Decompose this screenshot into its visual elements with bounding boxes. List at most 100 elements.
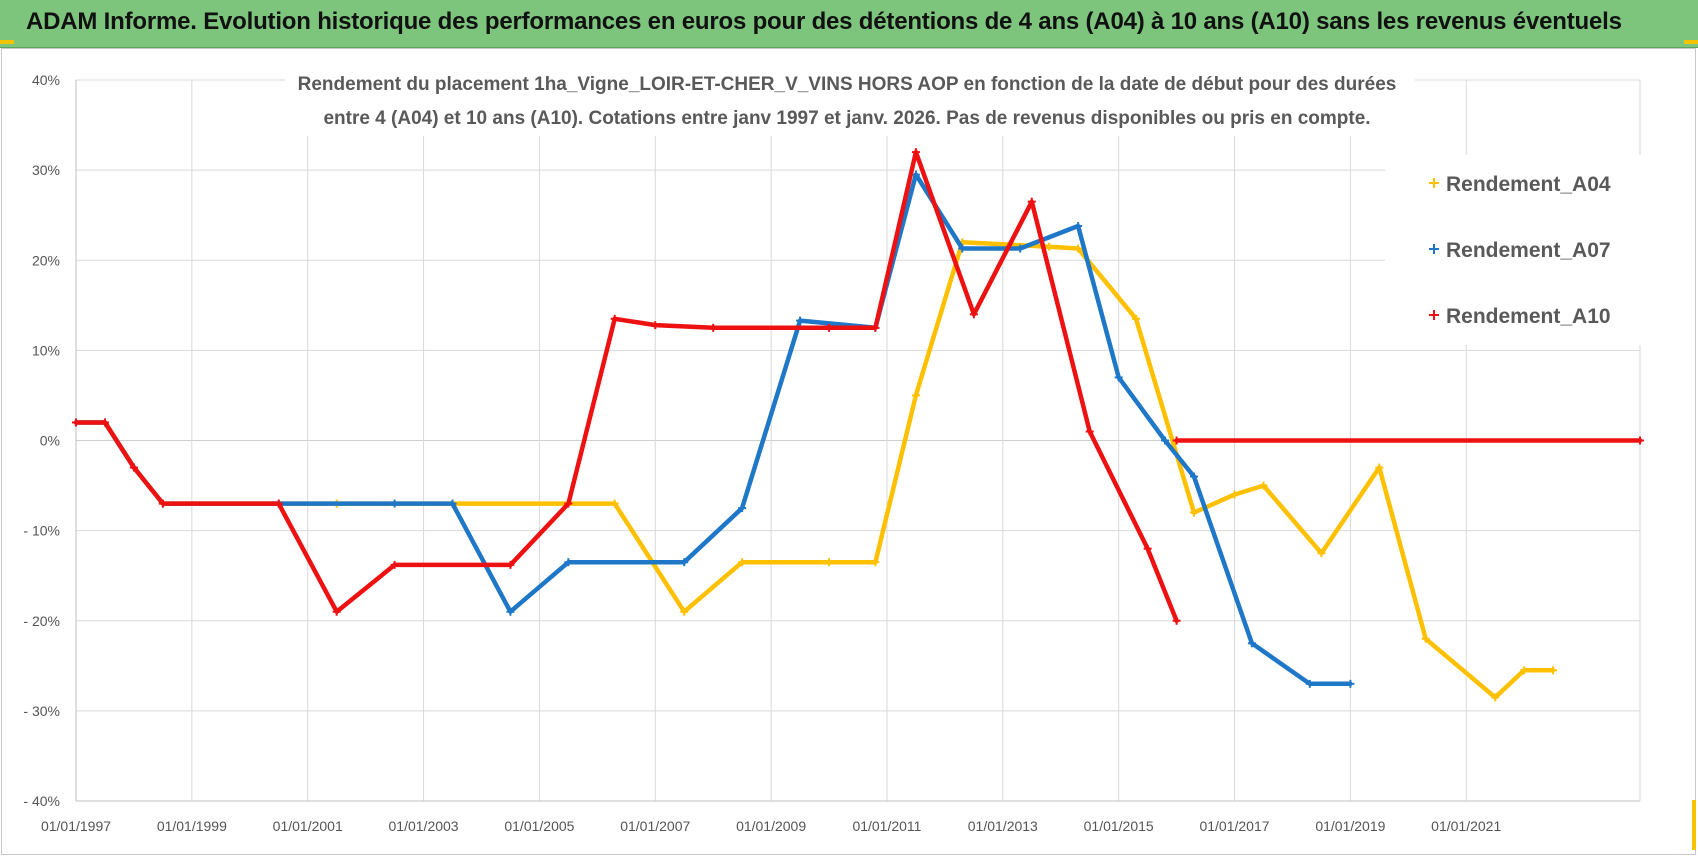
data-point — [1189, 508, 1198, 517]
data-point — [1346, 679, 1355, 688]
data-point — [651, 321, 660, 330]
y-tick-label: 10% — [32, 342, 60, 358]
data-point — [709, 323, 718, 332]
data-point — [1172, 436, 1181, 445]
x-tick-label: 01/01/2005 — [504, 818, 574, 834]
axes — [75, 80, 1640, 802]
data-point — [825, 558, 834, 567]
corner-accent-top-right — [1684, 40, 1698, 44]
data-point — [825, 323, 834, 332]
data-point — [564, 499, 573, 508]
data-point — [796, 316, 805, 325]
data-point — [100, 418, 109, 427]
chart-frame — [1, 48, 1696, 855]
data-point — [72, 418, 80, 427]
data-point — [1172, 616, 1181, 625]
y-tick-label: 30% — [32, 162, 60, 178]
x-tick-label: 01/01/2019 — [1315, 818, 1385, 834]
x-tick-label: 01/01/1997 — [41, 818, 111, 834]
y-tick-label: 0% — [40, 433, 60, 449]
series-layer — [72, 148, 1644, 702]
data-point — [1491, 693, 1500, 702]
data-point — [911, 148, 920, 157]
chart-title-line-2: entre 4 (A04) et 10 ans (A10). Cotations… — [323, 108, 1370, 129]
data-point — [1016, 244, 1025, 253]
data-point — [680, 607, 689, 616]
data-point — [1143, 544, 1152, 553]
x-tick-label: 01/01/2013 — [968, 818, 1038, 834]
data-point — [738, 558, 747, 567]
x-tick-label: 01/01/2007 — [620, 818, 690, 834]
x-tick-label: 01/01/1999 — [157, 818, 227, 834]
data-point — [1074, 222, 1083, 231]
corner-accent-top-left — [0, 40, 14, 44]
data-point — [738, 504, 747, 513]
data-point — [871, 323, 880, 332]
legend-item: Rendement_A07 — [1429, 239, 1611, 262]
data-point — [1045, 242, 1054, 251]
series-line — [73, 239, 1556, 700]
data-point — [680, 558, 689, 567]
series-line — [73, 149, 1643, 624]
data-point — [448, 499, 457, 508]
legend-label: Rendement_A04 — [1446, 173, 1611, 196]
data-point — [610, 314, 619, 323]
data-point — [1132, 314, 1141, 323]
data-point — [1520, 666, 1529, 675]
legend-item: Rendement_A04 — [1429, 173, 1611, 196]
y-tick-labels: 40% 30% 20% 10% 0% - 10% - 20% - 30% - 40% — [23, 72, 60, 809]
x-tick-label: 01/01/2001 — [273, 818, 343, 834]
x-tick-label: 01/01/2015 — [1084, 818, 1154, 834]
y-tick-label: 40% — [32, 72, 60, 88]
data-point — [332, 607, 341, 616]
data-point — [1247, 639, 1256, 648]
y-tick-label: - 30% — [23, 703, 60, 719]
title-backdrop — [285, 64, 1415, 136]
data-point — [1161, 436, 1170, 445]
data-point — [969, 310, 978, 319]
data-point — [1074, 244, 1083, 253]
data-point — [1189, 472, 1198, 481]
x-tick-label: 01/01/2021 — [1431, 818, 1501, 834]
y-tick-label: - 40% — [23, 793, 60, 809]
data-point — [158, 499, 167, 508]
y-tick-label: 20% — [32, 252, 60, 268]
legend-item: Rendement_A10 — [1429, 305, 1611, 328]
x-tick-labels: 01/01/1997 01/01/1999 01/01/2001 01/01/2003… — [41, 818, 1502, 834]
x-tick-label: 01/01/2017 — [1199, 818, 1269, 834]
series-Rendement_A04 — [72, 238, 1558, 702]
chart-title-line-1: Rendement du placement 1ha_Vigne_LOIR-ET… — [298, 74, 1397, 95]
data-point — [958, 244, 967, 253]
series-line — [73, 172, 1353, 687]
data-point — [1114, 373, 1123, 382]
data-point — [390, 499, 399, 508]
data-point — [1375, 463, 1384, 472]
banner-title: ADAM Informe. Evolution historique des p… — [26, 8, 1622, 35]
data-point — [1305, 679, 1314, 688]
data-point — [564, 558, 573, 567]
data-point — [911, 391, 920, 400]
data-point — [390, 560, 399, 569]
data-point — [506, 560, 515, 569]
legend-label: Rendement_A10 — [1446, 305, 1611, 328]
data-point — [1636, 436, 1644, 445]
data-point — [274, 499, 283, 508]
x-tick-label: 01/01/2009 — [736, 818, 806, 834]
data-point — [1549, 666, 1558, 675]
data-point — [610, 499, 619, 508]
x-tick-label: 01/01/2011 — [852, 818, 921, 834]
data-point — [1230, 490, 1239, 499]
series-Rendement_A07 — [72, 170, 1355, 688]
data-point — [1259, 481, 1268, 490]
y-tick-label: - 10% — [23, 523, 60, 539]
data-point — [1027, 197, 1036, 206]
series-Rendement_A10 — [72, 148, 1644, 625]
data-point — [129, 463, 138, 472]
data-point — [1317, 549, 1326, 558]
data-point — [911, 170, 920, 179]
y-tick-label: - 20% — [23, 613, 60, 629]
legend-box — [1385, 155, 1645, 345]
x-tick-label: 01/01/2003 — [389, 818, 459, 834]
corner-accent-bottom-right — [1692, 800, 1696, 850]
